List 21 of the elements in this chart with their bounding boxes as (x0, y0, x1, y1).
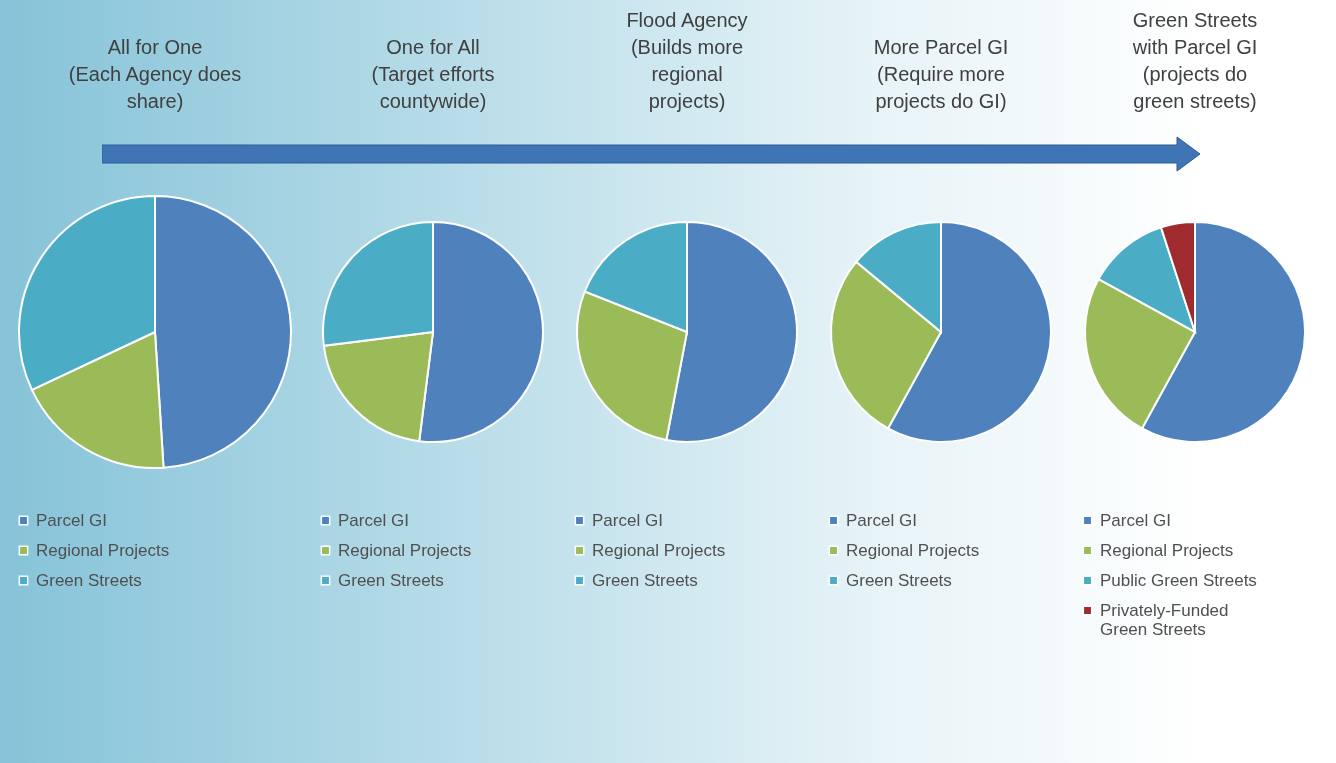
legend-label: Parcel GI (592, 510, 663, 530)
legend-label: Privately-Funded Green Streets (1100, 600, 1229, 639)
legend-label: Parcel GI (846, 510, 917, 530)
chart-title: Green Streets with Parcel GI (projects do green streets) (1131, 9, 1258, 112)
legend-label: Regional Projects (592, 540, 726, 560)
legend-label: Regional Projects (36, 540, 170, 560)
legend-label: Regional Projects (846, 540, 980, 560)
chart-title: One for All (Target efforts countywide) (371, 36, 495, 112)
legend-label: Regional Projects (338, 540, 472, 560)
legend-label: Green Streets (338, 570, 444, 590)
legend-label: Green Streets (592, 570, 698, 590)
legend-label: Green Streets (846, 570, 952, 590)
chart-title: All for One (Each Agency does share) (68, 36, 242, 112)
legend-label: Parcel GI (36, 510, 107, 530)
legend-label: Parcel GI (1100, 510, 1171, 530)
legend-label: Green Streets (36, 570, 142, 590)
legend-label: Public Green Streets (1100, 570, 1257, 590)
legend-label: Regional Projects (1100, 540, 1234, 560)
legend-label: Parcel GI (338, 510, 409, 530)
chart-title: More Parcel GI (Require more projects do GI) (873, 36, 1009, 112)
chart-title: Flood Agency (Builds more regional projects) (626, 9, 748, 112)
